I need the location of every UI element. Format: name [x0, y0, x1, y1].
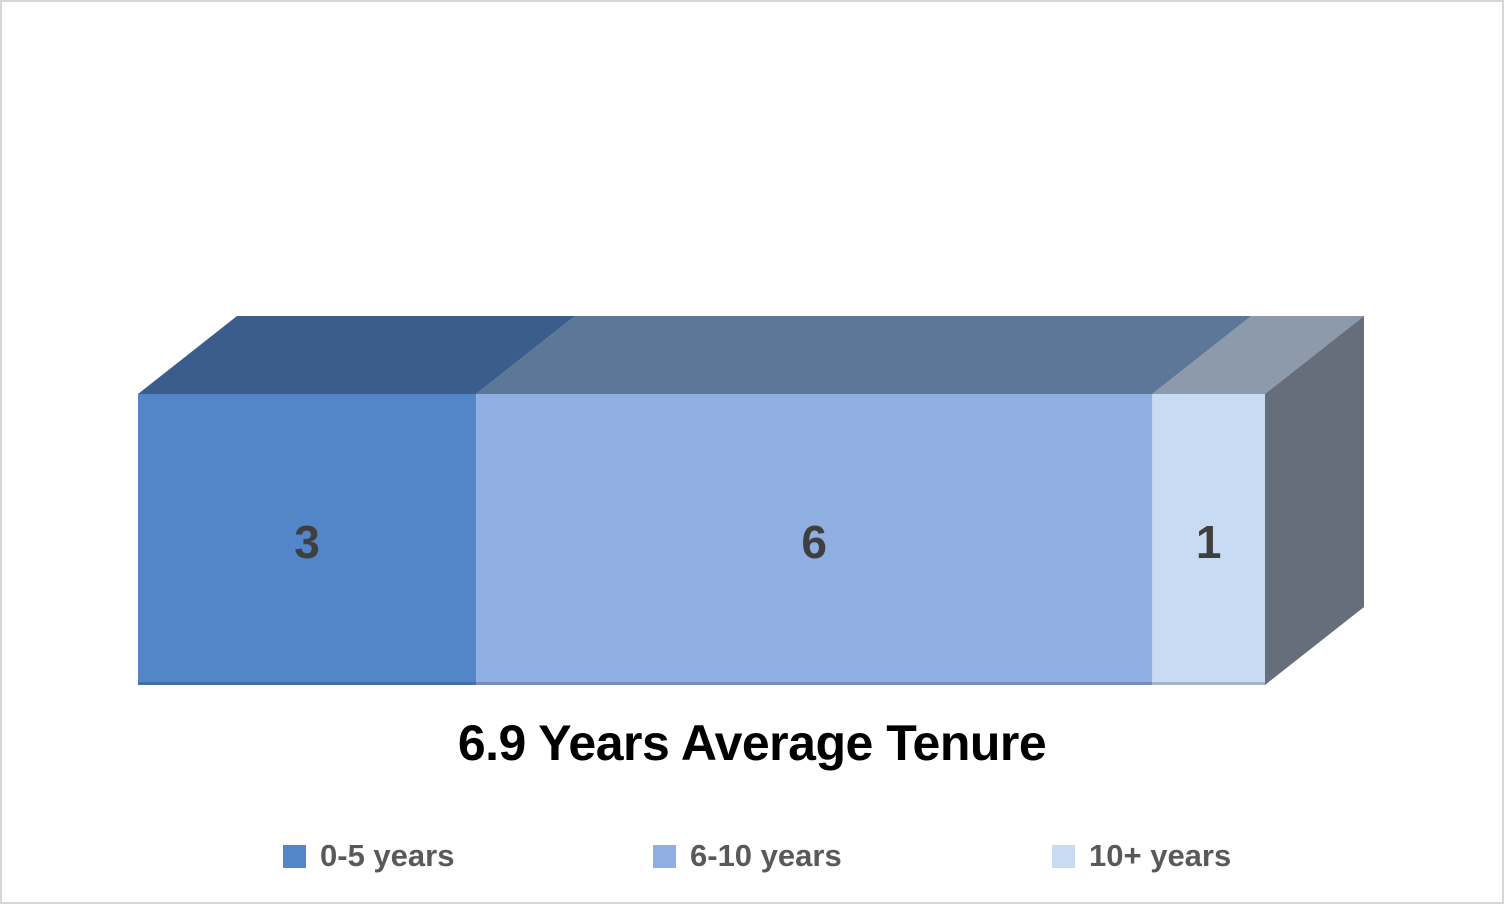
legend-label: 10+ years — [1089, 838, 1232, 873]
bar-data-label: 3 — [294, 516, 320, 568]
chart-title: 6.9 Years Average Tenure — [457, 715, 1047, 771]
bar-segment-front-face — [1152, 394, 1265, 685]
legend-item-0-5-years: 0-5 years — [283, 836, 454, 876]
legend-item-10-plus-years: 10+ years — [1052, 836, 1231, 876]
bar-segment-bottom-edge — [476, 682, 1153, 685]
bar-segment-front-face — [476, 394, 1153, 685]
bar-segment-top-face — [476, 316, 1252, 394]
chart-legend: 0-5 years 6-10 years 10+ years — [2, 836, 1502, 880]
legend-swatch-6-10-years — [653, 844, 676, 868]
bar-data-label: 1 — [1196, 516, 1222, 568]
bar-segment-bottom-edge — [1152, 682, 1265, 685]
legend-swatch-10-plus-years — [1052, 844, 1075, 868]
bar-segment-front-face — [138, 394, 477, 685]
bar-segment-bottom-edge — [138, 682, 477, 685]
legend-label: 6-10 years — [690, 838, 842, 873]
bar-segment-top-face — [1152, 316, 1364, 394]
legend-item-6-10-years: 6-10 years — [653, 836, 842, 876]
legend-swatch-0-5-years — [283, 844, 306, 868]
legend-label: 0-5 years — [320, 838, 455, 873]
bar-segment-top-face — [138, 316, 576, 394]
bar-side-face — [1265, 316, 1364, 685]
bar-data-label: 6 — [801, 516, 827, 568]
